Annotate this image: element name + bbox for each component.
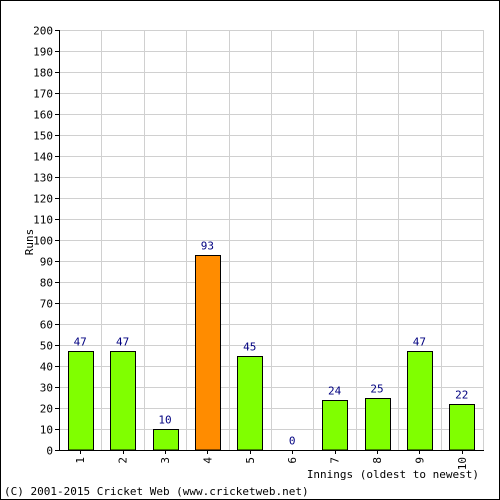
y-axis-label: Runs: [23, 229, 36, 256]
y-tick-label: 200: [33, 25, 53, 38]
x-tick-label: 6: [286, 457, 299, 464]
bar: [322, 400, 348, 451]
y-tick-label: 170: [33, 88, 53, 101]
value-label: 22: [455, 389, 468, 402]
y-tick-label: 160: [33, 109, 53, 122]
x-tick-labels: 1 2 3 4 5 6 7 8 9 10: [74, 457, 469, 471]
y-tick-label: 40: [40, 361, 53, 374]
value-label: 47: [74, 336, 87, 349]
value-label: 47: [116, 336, 129, 349]
y-tick-label: 120: [33, 193, 53, 206]
value-label: 24: [328, 385, 342, 398]
value-label: 25: [370, 383, 383, 396]
x-tick-label: 5: [244, 457, 257, 464]
bar: [407, 351, 433, 451]
bar: [110, 351, 136, 451]
y-tick-label: 30: [40, 382, 53, 395]
y-tick-label: 50: [40, 340, 53, 353]
bar: [68, 351, 94, 451]
y-tick-label: 190: [33, 46, 53, 59]
y-tick-label: 80: [40, 277, 53, 290]
value-label: 47: [413, 336, 426, 349]
y-tick-label: 110: [33, 214, 53, 227]
y-tick-label: 130: [33, 172, 53, 185]
x-tick-label: 9: [413, 457, 426, 464]
axes: [55, 30, 484, 454]
value-label: 10: [158, 414, 171, 427]
y-tick-labels: 0 10 20 30 40 50 60 70 80 90 100 110 120 130 140 150 160…: [33, 25, 53, 458]
y-tick-label: 180: [33, 67, 53, 80]
footer-copyright: (C) 2001-2015 Cricket Web (www.cricketwe…: [4, 485, 309, 498]
bar: [153, 429, 179, 451]
y-tick-label: 20: [40, 403, 53, 416]
y-tick-label: 140: [33, 151, 53, 164]
y-tick-label: 70: [40, 298, 53, 311]
y-tick-label: 0: [46, 445, 53, 458]
x-tick-label: 7: [329, 457, 342, 464]
bar: [365, 398, 391, 451]
value-label: 0: [289, 435, 296, 448]
value-label: 45: [243, 341, 256, 354]
x-tick-label: 1: [74, 457, 87, 464]
bar: [195, 255, 221, 451]
y-tick-label: 100: [33, 235, 53, 248]
x-tick-label: 4: [201, 457, 214, 464]
x-tick-label: 8: [371, 457, 384, 464]
value-labels: 47 47 10 93 45 0 24 25 47 22: [74, 240, 469, 448]
x-tick-label: 10: [456, 457, 469, 470]
x-tick-label: 2: [117, 457, 130, 464]
bars: [68, 255, 475, 451]
y-tick-label: 60: [40, 319, 53, 332]
y-tick-label: 90: [40, 256, 53, 269]
bar: [449, 404, 475, 451]
bar: [237, 356, 263, 451]
x-axis-label: Innings (oldest to newest): [307, 468, 479, 481]
value-label: 93: [201, 240, 214, 253]
y-tick-label: 150: [33, 130, 53, 143]
x-tick-label: 3: [159, 457, 172, 464]
y-tick-label: 10: [40, 424, 53, 437]
